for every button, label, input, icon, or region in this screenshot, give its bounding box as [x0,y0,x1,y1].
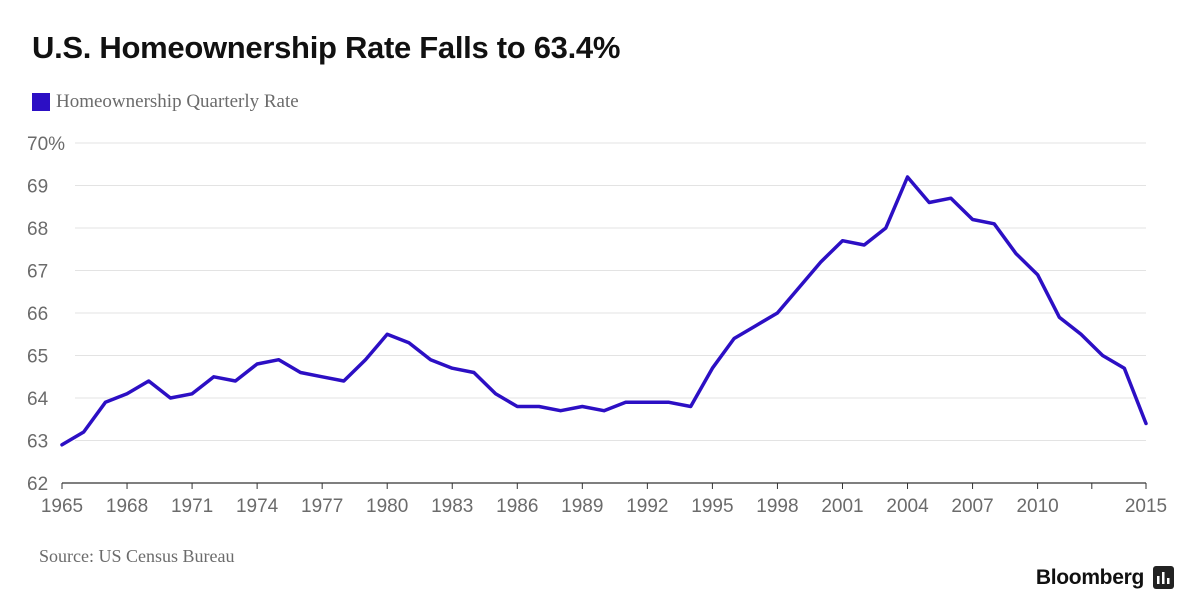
x-axis: 1965 1968 1971 1974 1977 1980 1983 1986 1989 1992… [41,482,1167,517]
x-tick-label: 1983 [431,496,473,517]
x-tick-label: 2010 [1016,496,1058,517]
bloomberg-terminal-icon [1153,566,1174,589]
grid-lines [75,142,1146,441]
y-tick-label: 65 [27,347,48,368]
x-tick-label: 1974 [236,496,279,517]
x-tick-label: 1992 [626,496,668,517]
x-tick-label: 2001 [821,496,863,517]
y-tick-label: 63 [27,432,48,453]
x-tick-label: 1965 [41,496,83,517]
x-tick-label: 1971 [171,496,213,517]
legend-label: Homeownership Quarterly Rate [56,91,299,112]
x-tick-label: 1998 [756,496,798,517]
legend-swatch [32,93,50,111]
x-tick-label: 1980 [366,496,408,517]
y-axis-ticks: 70% 69 68 67 66 65 64 63 62 [27,134,65,495]
series-line [60,175,1148,447]
x-tick-label: 2015 [1125,496,1167,517]
y-tick-label: 67 [27,262,48,283]
y-tick-label: 70% [27,134,65,155]
chart-title: U.S. Homeownership Rate Falls to 63.4% [32,30,621,65]
x-tick-label: 2007 [951,496,993,517]
x-tick-label: 1989 [561,496,603,517]
x-tick-label: 1977 [301,496,343,517]
series-layer [60,175,1148,447]
x-tick-label: 1995 [691,496,733,517]
y-tick-label: 62 [27,474,48,495]
y-tick-label: 68 [27,219,48,240]
x-tick-label: 2004 [886,496,929,517]
x-tick-label: 1968 [106,496,148,517]
legend: Homeownership Quarterly Rate [32,91,299,113]
y-tick-label: 66 [27,304,48,325]
brand-logo: Bloomberg [1035,566,1144,589]
y-tick-label: 69 [27,177,48,198]
y-tick-label: 64 [27,389,49,410]
x-tick-label: 1986 [496,496,538,517]
source-note: Source: US Census Bureau [39,546,235,566]
